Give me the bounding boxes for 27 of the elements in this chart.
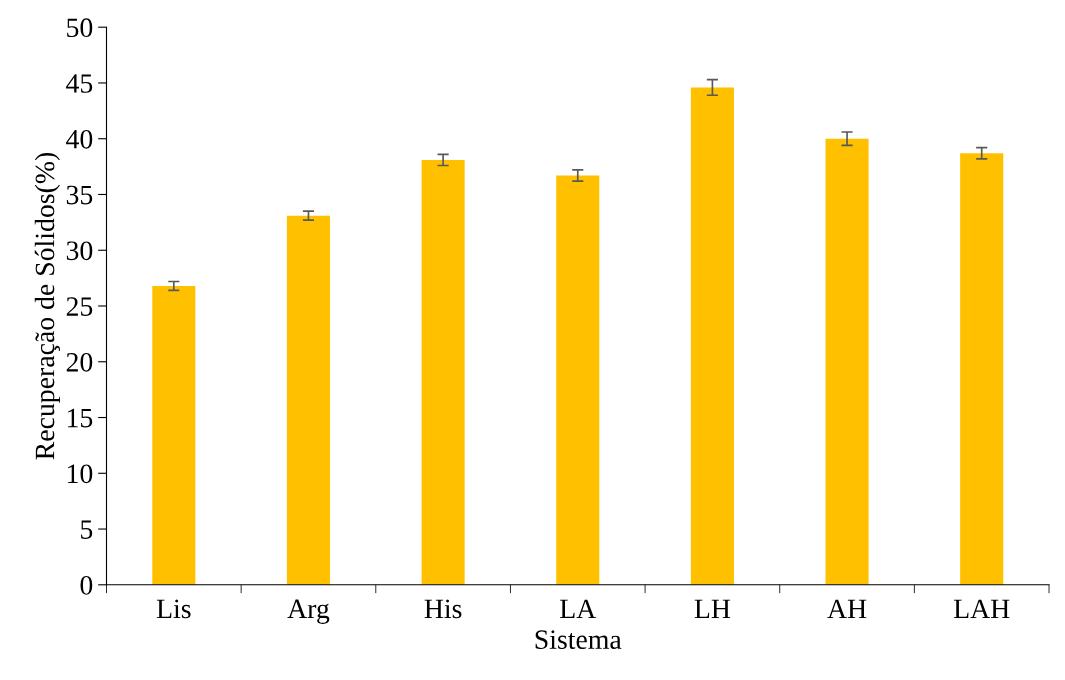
bar	[152, 285, 196, 585]
y-tick-label: 10	[67, 464, 93, 484]
bar	[960, 153, 1004, 585]
y-tick-label: 30	[66, 241, 93, 261]
y-tick-label: 45	[66, 74, 93, 93]
x-tick-label: LAH	[953, 599, 1010, 618]
y-tick-label: 5	[81, 520, 93, 539]
bar	[286, 215, 331, 585]
y-tick-label: 50	[67, 18, 93, 38]
x-tick-label: Lis	[156, 599, 191, 619]
y-tick-label: 35	[66, 185, 93, 205]
bar	[556, 175, 600, 585]
y-axis-title: Recuperação de Sólidos(%)	[34, 152, 60, 460]
x-tick-label: Arg	[287, 599, 330, 624]
x-tick-label: AH	[827, 599, 867, 618]
bar	[421, 159, 465, 585]
bar	[825, 138, 869, 585]
y-tick-label: 40	[66, 129, 93, 149]
y-tick-label: 20	[66, 352, 93, 372]
y-tick-label: 0	[80, 575, 93, 595]
y-tick-label: 25	[66, 297, 93, 316]
x-axis-title: Sistema	[535, 630, 622, 649]
bar	[690, 87, 734, 585]
x-tick-label: LA	[560, 599, 597, 618]
y-tick-label: 15	[67, 408, 93, 428]
x-tick-label: LH	[694, 599, 731, 618]
x-tick-label: His	[424, 599, 462, 619]
